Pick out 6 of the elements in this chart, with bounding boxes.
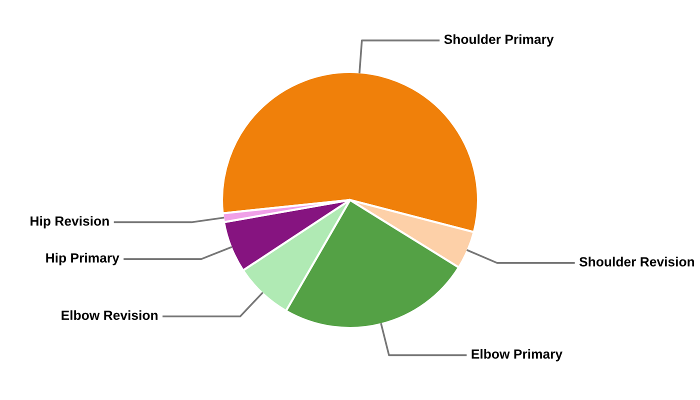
slice-label: Elbow Primary xyxy=(472,349,562,362)
slice-label: Hip Revision xyxy=(30,216,109,228)
slice-label: Elbow Revision xyxy=(62,310,158,320)
slice-label: Hip Primary xyxy=(46,252,120,266)
slice-label: Shoulder Revision xyxy=(579,256,694,266)
slice-label: Shoulder Primary xyxy=(444,34,554,47)
